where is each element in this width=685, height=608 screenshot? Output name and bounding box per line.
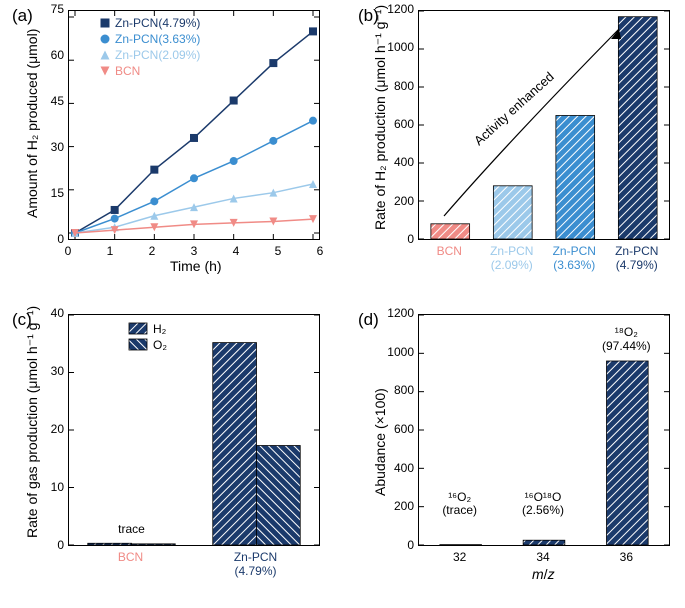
panel-c-svg: H₂ O₂ trace [69, 315, 319, 545]
panel-c: (c) H₂O₂trace Rate of gas production (μm… [0, 306, 342, 608]
svg-text:BCN: BCN [115, 64, 140, 78]
panel-a: (a) Zn-PCN(4.79%) Zn-PCN(3.63%) Zn-PCN(2.0… [0, 0, 342, 300]
panel-b-plot: Activity enhanced [418, 10, 670, 240]
svg-text:Activity enhanced: Activity enhanced [471, 69, 557, 148]
svg-text:Zn-PCN(4.79%): Zn-PCN(4.79%) [115, 16, 200, 30]
panel-a-plot: Zn-PCN(4.79%) Zn-PCN(3.63%) Zn-PCN(2.09%) B… [68, 10, 320, 240]
svg-text:H₂: H₂ [153, 322, 167, 336]
panel-a-label: (a) [12, 6, 33, 26]
panel-d-xlabel: m/z [532, 566, 555, 582]
svg-text:Zn-PCN(3.63%): Zn-PCN(3.63%) [115, 32, 200, 46]
svg-text:Zn-PCN(2.09%): Zn-PCN(2.09%) [115, 48, 200, 62]
panel-c-plot: H₂ O₂ trace [68, 314, 320, 546]
panel-b: (b) Activity enhanced Rate of H₂ product… [348, 0, 685, 300]
panel-d-ylabel: Abudance (×100) [372, 388, 388, 496]
svg-text:trace: trace [118, 522, 145, 536]
panel-b-svg: Activity enhanced [419, 11, 669, 239]
svg-text:O₂: O₂ [153, 338, 167, 352]
panel-a-svg: Zn-PCN(4.79%) Zn-PCN(3.63%) Zn-PCN(2.09%) B… [69, 11, 319, 239]
panel-a-xlabel: Time (h) [170, 258, 222, 274]
panel-d-label: (d) [358, 310, 379, 330]
panel-d: (d) Abudance (×100) m/z 0200400600800100… [348, 306, 685, 608]
